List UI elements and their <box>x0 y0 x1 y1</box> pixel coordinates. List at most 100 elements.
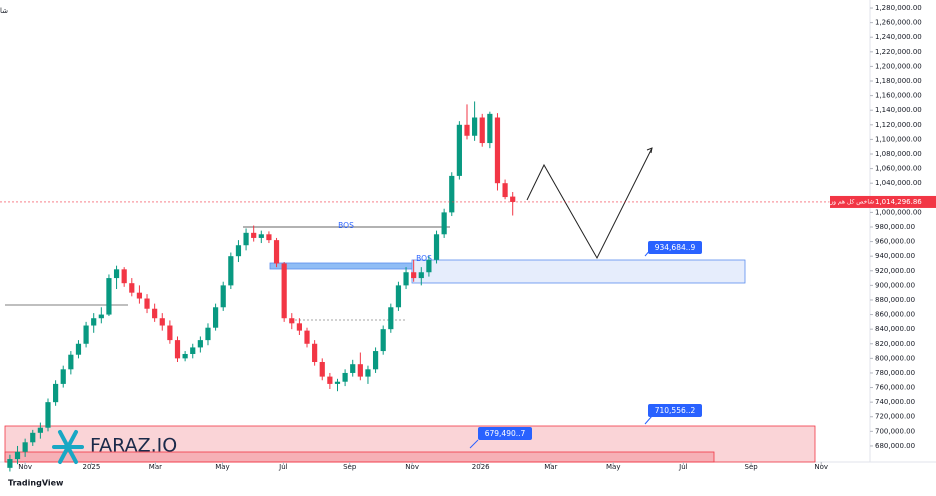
candle-body <box>129 283 135 293</box>
y-tick-label: 1,220,000.00 <box>875 48 922 56</box>
candle-body <box>273 240 280 264</box>
y-tick-label: 1,000,000.00 <box>875 208 922 216</box>
y-tick-label: 900,000.00 <box>875 281 915 289</box>
y-tick-label: 1,140,000.00 <box>875 106 922 114</box>
callout-box <box>648 404 702 417</box>
y-tick-label: 1,240,000.00 <box>875 33 922 41</box>
candle-body <box>380 329 386 352</box>
y-tick-label: 700,000.00 <box>875 427 915 435</box>
y-tick-label: 1,060,000.00 <box>875 165 922 173</box>
candle-body <box>91 318 97 326</box>
watermark-text: FARAZ.IO <box>90 435 177 457</box>
y-tick-label: 920,000.00 <box>875 267 915 275</box>
candle-body <box>479 117 485 144</box>
callout-pointer <box>469 439 479 449</box>
y-tick-label: 1,200,000.00 <box>875 62 922 70</box>
candle-body <box>75 343 82 355</box>
candle-body <box>357 364 363 377</box>
candle-body <box>37 427 43 433</box>
legend-text: شاخص کل هم وزن · 1W · O1,021,646.83 H1,0… <box>0 7 8 15</box>
candle-body <box>464 124 470 136</box>
branding: TradingView <box>8 479 64 488</box>
callout-box <box>648 241 702 254</box>
bos-label: BOS <box>416 254 432 263</box>
candle-body <box>106 278 112 315</box>
candle-body <box>266 234 272 241</box>
candle-body <box>350 364 356 373</box>
candle-body <box>395 285 402 308</box>
y-tick-label: 800,000.00 <box>875 354 915 362</box>
candle-body <box>212 307 219 328</box>
y-tick-label: 840,000.00 <box>875 325 915 333</box>
candle-body <box>220 285 226 308</box>
candle-body <box>494 117 501 184</box>
symbol-label: شاخص کل هم وزن <box>826 198 874 205</box>
callout-box <box>478 427 532 440</box>
candle-body <box>456 124 462 176</box>
candle-body <box>144 298 150 309</box>
y-tick-label: 1,260,000.00 <box>875 19 922 27</box>
candle-body <box>251 232 257 238</box>
x-tick-label: Mar <box>544 463 557 471</box>
y-tick-label: 980,000.00 <box>875 223 915 231</box>
y-tick-label: 860,000.00 <box>875 311 915 319</box>
x-tick-label: May <box>606 463 620 471</box>
y-tick-label: 680,000.00 <box>875 442 915 450</box>
candle-body <box>312 343 318 363</box>
candle-body <box>289 318 295 324</box>
candle-body <box>372 351 379 370</box>
candle-body <box>197 340 203 348</box>
candle-body <box>403 272 409 286</box>
candle-body <box>182 353 188 359</box>
candle-body <box>174 340 181 359</box>
x-tick-label: Sep <box>745 463 759 471</box>
y-tick-label: 1,080,000.00 <box>875 150 922 158</box>
zone-box <box>411 259 746 284</box>
x-tick-label: Sep <box>343 463 357 471</box>
candle-body <box>487 113 493 144</box>
y-tick-label: 1,160,000.00 <box>875 92 922 100</box>
y-tick-label: 880,000.00 <box>875 296 915 304</box>
x-tick-label: May <box>215 463 229 471</box>
callout-label: 679,490..7 <box>485 429 526 438</box>
candle-body <box>136 292 143 299</box>
candle-body <box>449 175 455 213</box>
x-tick-label: Jul <box>278 463 288 471</box>
candle-body <box>14 451 21 460</box>
y-tick-label: 1,280,000.00 <box>875 4 922 12</box>
candle-body <box>7 459 13 468</box>
y-tick-label: 1,100,000.00 <box>875 135 922 143</box>
candle-body <box>167 325 173 341</box>
watermark: FARAZ.IO <box>52 430 177 464</box>
candle-body <box>190 347 196 354</box>
callout-pointer <box>644 415 653 425</box>
candle-body <box>281 263 287 319</box>
x-tick-label: Mar <box>149 463 162 471</box>
candle-body <box>22 442 28 452</box>
last-price-label: 1,014,296.86 <box>875 198 922 206</box>
candle-body <box>121 269 127 284</box>
y-tick-label: 960,000.00 <box>875 238 915 246</box>
x-tick-label: Nov <box>405 463 419 471</box>
y-tick-label: 1,120,000.00 <box>875 121 922 129</box>
candle-body <box>502 183 508 198</box>
last-price-box <box>870 195 936 208</box>
y-tick-label: 780,000.00 <box>875 369 915 377</box>
x-tick-label: Nov <box>814 463 828 471</box>
candle-body <box>152 308 158 319</box>
candle-body <box>510 196 516 202</box>
y-tick-label: 720,000.00 <box>875 413 915 421</box>
candle-body <box>418 272 424 279</box>
candle-body <box>30 432 36 443</box>
candle-body <box>45 402 51 428</box>
x-tick-label: 2026 <box>472 463 490 471</box>
callout-label: 934,684..9 <box>655 243 696 252</box>
footer <box>0 476 936 492</box>
candle-body <box>98 314 104 319</box>
candle-body <box>365 369 371 377</box>
candle-body <box>441 212 447 235</box>
candle-body <box>426 259 432 273</box>
x-tick-label: Jul <box>678 463 688 471</box>
candle-body <box>228 256 234 286</box>
